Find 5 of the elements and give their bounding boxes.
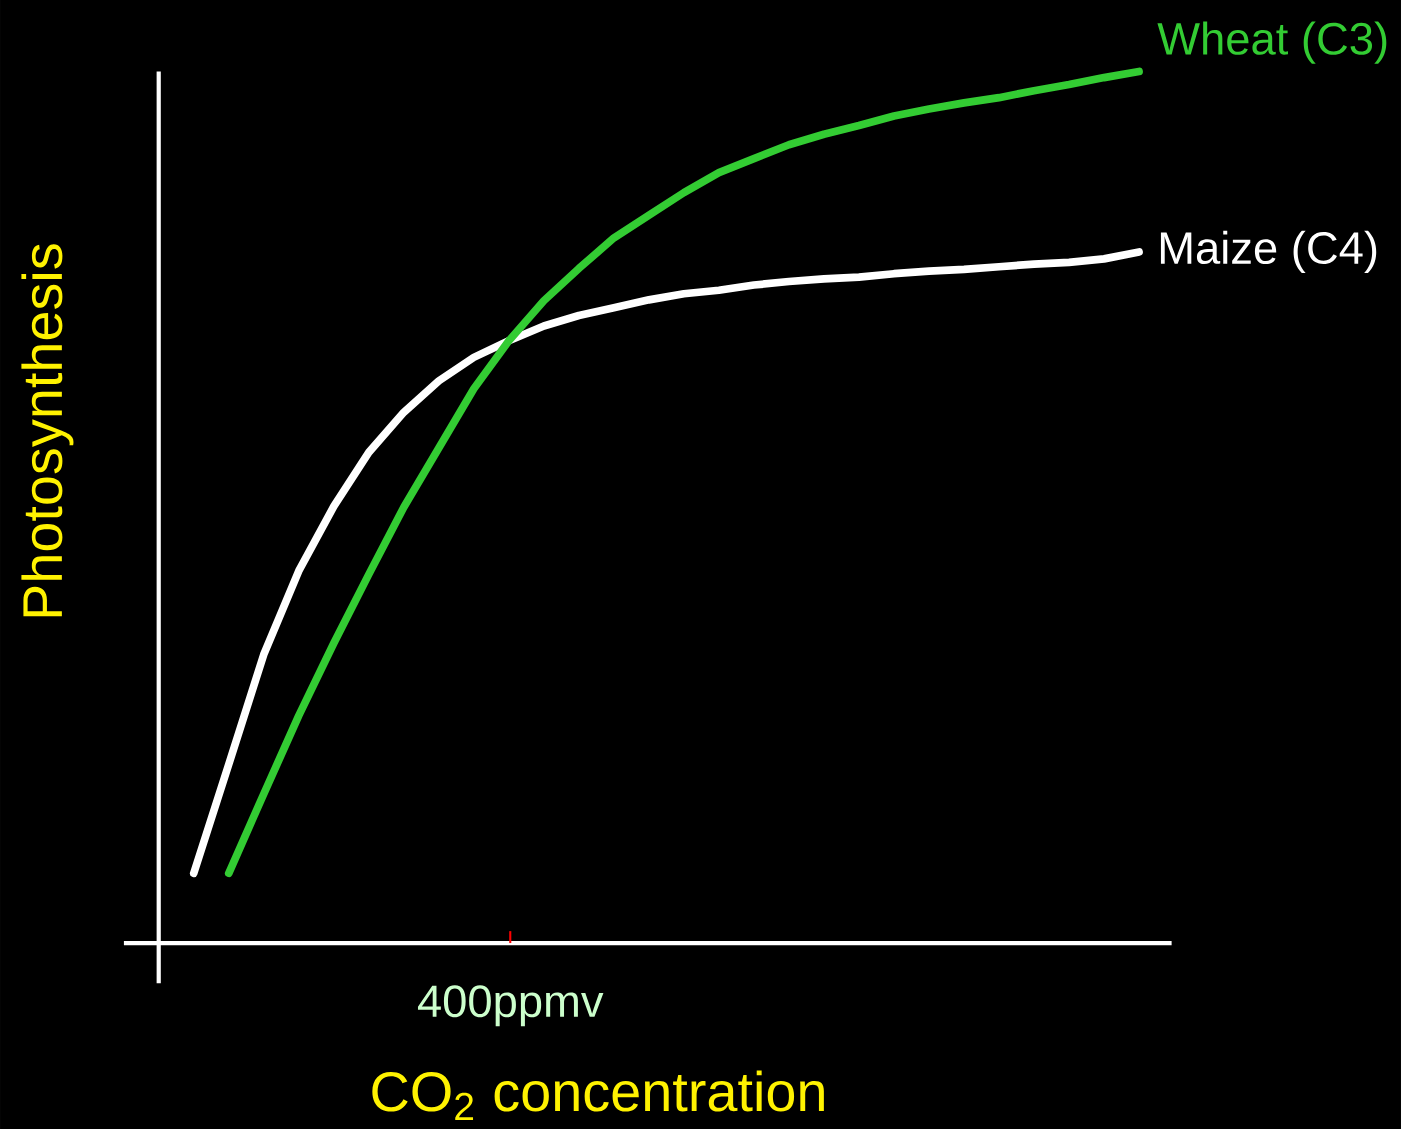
x-axis-title: CO$_{2}$ concentration [372, 1070, 824, 1120]
text: 400ppmv [417, 985, 604, 1027]
y-axis-title: Photosynthesis [21, 244, 74, 617]
series-label: Wheat (C3) [1157, 21, 1387, 64]
series-label: Maize (C4) [1160, 230, 1377, 273]
